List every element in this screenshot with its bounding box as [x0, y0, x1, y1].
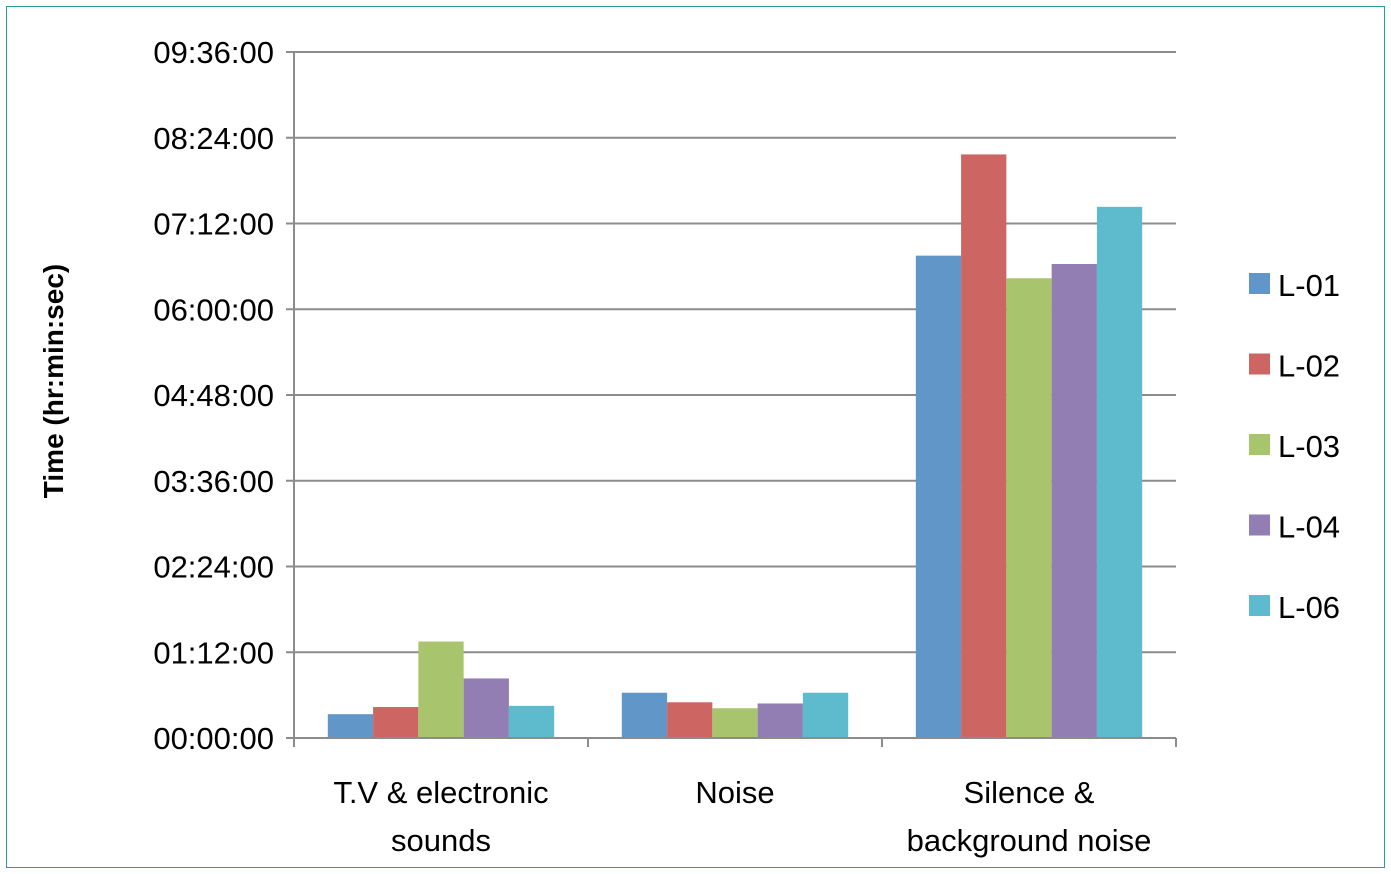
legend: L-01 L-02 L-03 L-04 L-06 — [1249, 268, 1340, 625]
legend-label: L-04 — [1278, 510, 1340, 545]
x-category-label: T.V & electronic — [333, 775, 548, 810]
y-axis-title: Time (hr:min:sec) — [38, 264, 69, 498]
y-axis-tick-labels: 00:00:00 01:12:00 02:24:00 03:36:00 04:48:00… — [153, 35, 274, 756]
bar-l-06-0 — [508, 705, 555, 738]
axes — [293, 52, 1177, 747]
legend-swatch — [1249, 273, 1270, 294]
x-category-label: Noise — [695, 775, 774, 810]
bar-l-03-0 — [418, 641, 464, 738]
bar-l-06-2 — [1096, 206, 1143, 738]
bar-chart: 00:00:00 01:12:00 02:24:00 03:36:00 04:48:00… — [38, 35, 1340, 858]
legend-label: L-06 — [1278, 590, 1340, 625]
y-tick-label: 04:48:00 — [153, 378, 274, 413]
bar-l-04-1 — [757, 703, 803, 738]
y-tick-label: 06:00:00 — [153, 292, 274, 327]
legend-swatch — [1249, 514, 1270, 536]
legend-swatch — [1249, 434, 1270, 455]
bar-l-02-2 — [961, 154, 1007, 739]
y-tick-label: 09:36:00 — [153, 35, 274, 70]
bar-l-02-0 — [373, 707, 419, 738]
x-category-label: Silence & — [964, 775, 1095, 810]
legend-label: L-01 — [1278, 268, 1340, 303]
legend-swatch — [1249, 595, 1270, 616]
x-axis-category-labels: T.V & electronic sounds Noise Silence & back… — [333, 775, 1151, 858]
y-tick-label: 01:12:00 — [153, 635, 274, 670]
bars — [327, 154, 1143, 739]
chart-frame: 00:00:00 01:12:00 02:24:00 03:36:00 04:48:00… — [6, 6, 1385, 868]
legend-label: L-02 — [1278, 349, 1340, 384]
legend-label: L-03 — [1278, 429, 1340, 464]
bar-l-04-0 — [463, 678, 509, 738]
bar-l-01-2 — [915, 255, 962, 738]
bar-l-03-1 — [712, 708, 758, 738]
bar-l-01-1 — [621, 692, 668, 738]
y-tick-label: 00:00:00 — [153, 721, 274, 756]
bar-l-02-1 — [667, 702, 713, 738]
legend-swatch — [1249, 353, 1270, 375]
y-tick-label: 03:36:00 — [153, 464, 274, 499]
x-category-label: background noise — [907, 823, 1152, 858]
bar-l-01-0 — [327, 714, 374, 738]
bar-l-04-2 — [1051, 263, 1097, 738]
x-category-label: sounds — [391, 823, 491, 858]
y-tick-label: 08:24:00 — [153, 121, 274, 156]
y-tick-label: 07:12:00 — [153, 207, 274, 242]
bar-l-03-2 — [1006, 278, 1052, 738]
bar-l-06-1 — [802, 692, 849, 738]
y-tick-label: 02:24:00 — [153, 550, 274, 585]
